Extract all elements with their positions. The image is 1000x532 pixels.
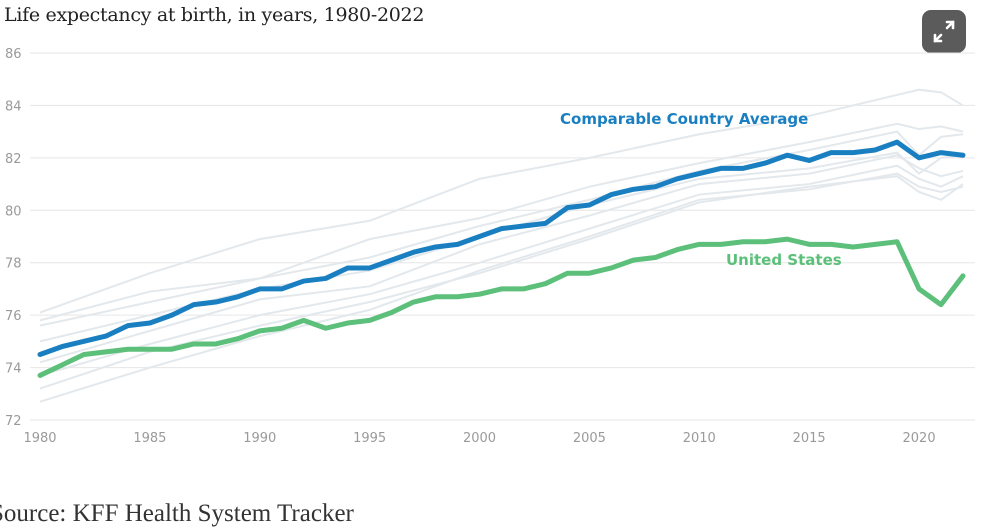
country-line <box>39 88 964 314</box>
x-tick-label: 2005 <box>573 431 606 446</box>
us-line <box>37 236 966 378</box>
y-tick-label: 82 <box>5 152 22 167</box>
y-tick-label: 84 <box>5 99 22 114</box>
y-tick-label: 78 <box>5 257 22 272</box>
x-tick-label: 1985 <box>133 431 166 446</box>
country-line <box>39 154 964 364</box>
y-tick-label: 72 <box>5 414 22 429</box>
y-tick-label: 86 <box>5 47 22 62</box>
series-label-comparable: Comparable Country Average <box>560 110 808 128</box>
country-line <box>39 122 964 322</box>
x-tick-label: 1980 <box>23 431 56 446</box>
expand-arrows-icon <box>933 20 955 43</box>
country-line <box>39 130 964 327</box>
source-note: Source: KFF Health System Tracker <box>0 500 354 527</box>
y-tick-label: 80 <box>5 204 22 219</box>
expand-button[interactable] <box>922 10 966 53</box>
x-tick-label: 1990 <box>243 431 276 446</box>
x-tick-label: 2015 <box>793 431 826 446</box>
country-line <box>39 164 964 377</box>
comparable-average-line <box>37 139 966 357</box>
country-line <box>39 175 964 390</box>
series-label-us: United States <box>726 251 842 269</box>
x-tick-label: 2010 <box>683 431 716 446</box>
chart-title: Life expectancy at birth, in years, 1980… <box>4 4 425 26</box>
line-chart: 72 74 76 78 80 82 84 86 1980 1985 1990 1995 2000 200… <box>5 47 975 446</box>
x-tick-label: 2020 <box>903 431 936 446</box>
y-tick-label: 76 <box>5 309 22 324</box>
x-tick-label: 2000 <box>463 431 496 446</box>
y-tick-label: 74 <box>5 362 22 377</box>
x-tick-label: 1995 <box>353 431 386 446</box>
country-line <box>39 172 964 403</box>
